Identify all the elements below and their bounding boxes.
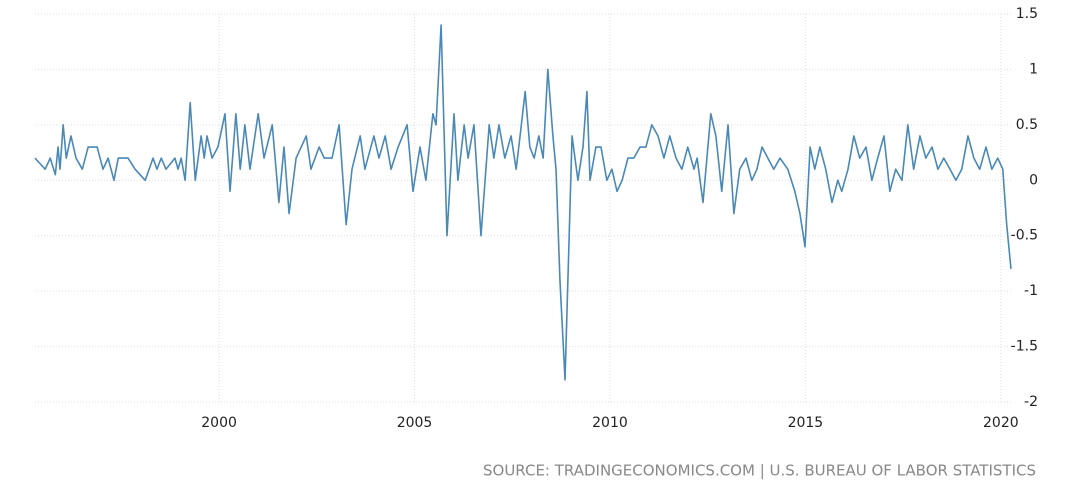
y-tick-label: -1 [1024,283,1038,299]
x-tick-label: 2015 [788,415,824,431]
y-tick-label: 0.5 [1016,117,1038,133]
x-tick-label: 2000 [201,415,237,431]
x-tick-label: 2020 [983,415,1019,431]
y-tick-label: -0.5 [1011,228,1038,244]
y-tick-label: 1 [1029,61,1038,77]
source-note: SOURCE: TRADINGECONOMICS.COM | U.S. BURE… [483,462,1036,480]
y-tick-label: -2 [1024,394,1038,410]
data-line [34,24,1012,381]
y-tick-label: 1.5 [1016,6,1038,22]
y-tick-label: -1.5 [1011,339,1038,355]
x-tick-label: 2010 [592,415,628,431]
x-tick-label: 2005 [397,415,433,431]
y-tick-label: 0 [1029,172,1038,188]
